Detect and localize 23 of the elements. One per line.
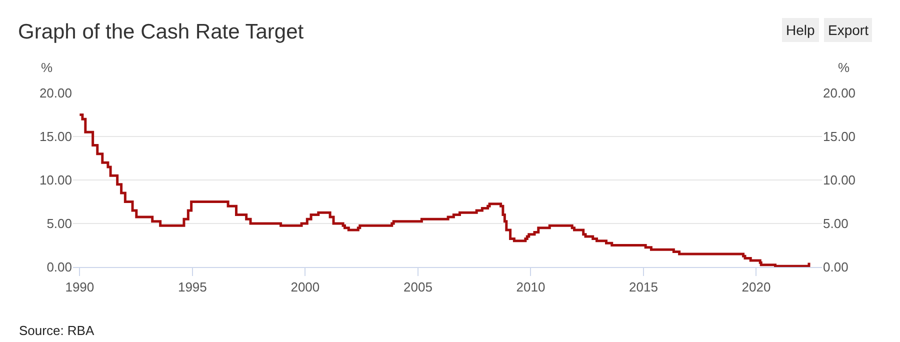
x-tick-label: 2010: [516, 280, 546, 295]
y2-tick-label: 0.00: [823, 260, 848, 275]
x-tick-label: 2015: [629, 280, 658, 295]
x-tick-label: 2020: [742, 280, 771, 295]
y2-axis-title: %: [838, 60, 850, 75]
y2-tick-label: 15.00: [823, 129, 856, 144]
text: Help: [782, 18, 819, 42]
y2-tick-label: 20.00: [823, 86, 856, 101]
y-tick-label: 10.00: [39, 172, 72, 188]
x-tick-label: 1995: [178, 280, 207, 295]
y-tick-label: 20.00: [39, 86, 72, 101]
y2-tick-label: 5.00: [823, 216, 848, 232]
x-tick-label: 2000: [290, 280, 320, 295]
chart-title: Graph of the Cash Rate Target: [18, 20, 304, 44]
x-tick-label: 1990: [65, 280, 94, 295]
y-tick-label: 5.00: [46, 216, 72, 232]
y-tick-label: 15.00: [39, 129, 72, 144]
text: Export: [824, 18, 872, 42]
y2-tick-label: 10.00: [823, 172, 856, 188]
y-tick-label: 0.00: [46, 260, 72, 275]
source-note: Source: RBA: [19, 323, 94, 338]
y-axis-title: %: [41, 60, 53, 75]
x-tick-label: 2005: [404, 280, 432, 295]
